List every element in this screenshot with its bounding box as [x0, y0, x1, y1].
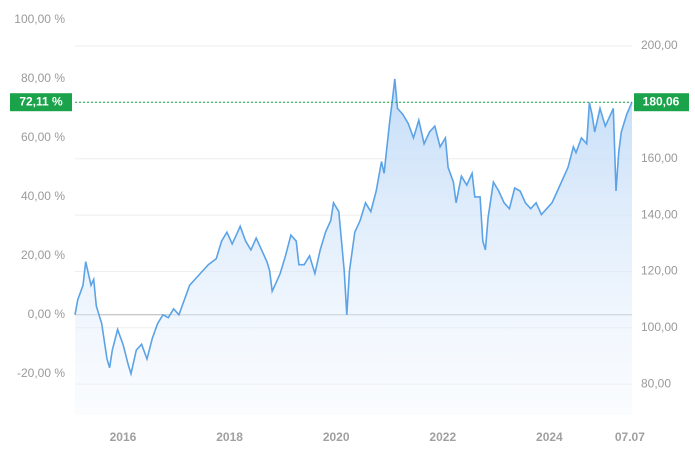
x-tick-label: 07.07: [615, 430, 645, 444]
x-tick-label: 2020: [323, 430, 350, 444]
y-tick-label: 0,00 %: [28, 307, 66, 321]
y2-tick-label: 80,00: [641, 376, 671, 390]
y-tick-label: 100,00 %: [14, 12, 65, 26]
line: [74, 78, 633, 377]
y-tick-label: 80,00 %: [21, 71, 65, 85]
x-tick-label: 2016: [110, 430, 137, 444]
y-tick-label: -20,00 %: [17, 366, 65, 380]
y2-tick-label: 120,00: [641, 264, 678, 278]
y2-tick-label: 200,00: [641, 38, 678, 52]
x-tick-label: 2024: [536, 430, 563, 444]
y-tick-label: 60,00 %: [21, 130, 65, 144]
y2-tick-label: 160,00: [641, 151, 678, 165]
last-value-tag: [10, 93, 72, 112]
y2-tick-label: 140,00: [641, 207, 678, 221]
y-tick-label: 40,00 %: [21, 189, 65, 203]
last-price-label: 180,06: [643, 94, 680, 108]
y2-tick-label: 100,00: [641, 320, 678, 334]
y-tick-label: 20,00 %: [21, 248, 65, 262]
last-price-tag: [634, 93, 689, 112]
x-tick-label: 2022: [429, 430, 456, 444]
x-tick-label: 2018: [216, 430, 243, 444]
last-value-label: 72,11 %: [19, 94, 63, 108]
